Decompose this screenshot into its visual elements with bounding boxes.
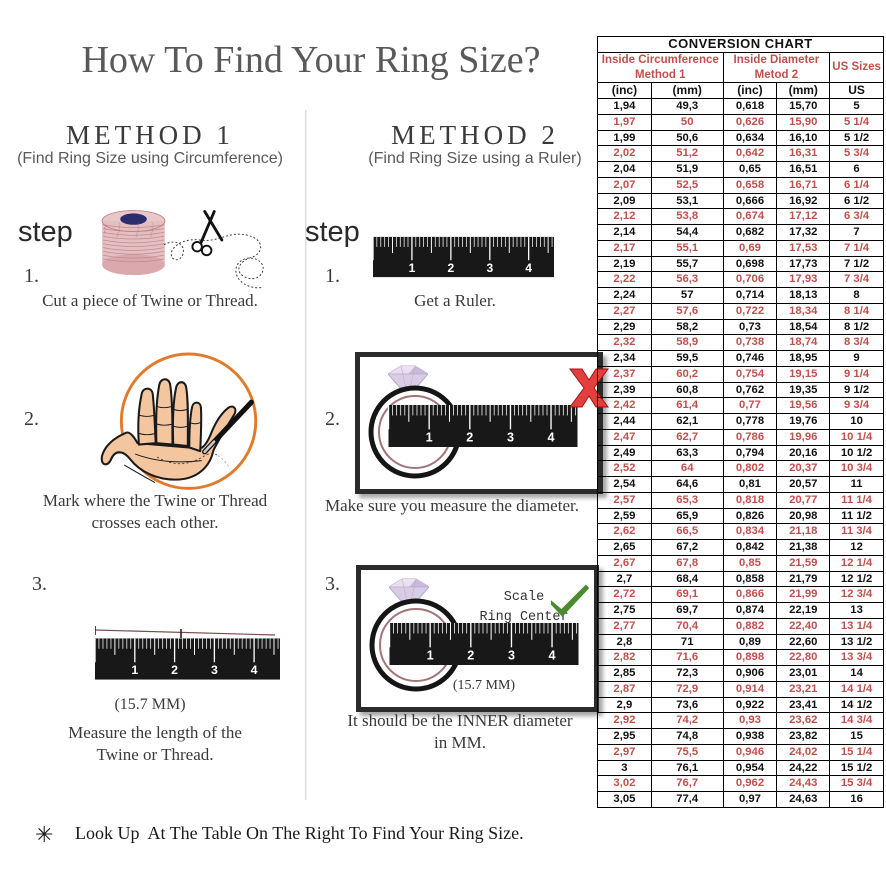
svg-text:1: 1 (427, 649, 434, 663)
svg-text:3: 3 (508, 649, 515, 663)
svg-text:1: 1 (131, 663, 138, 677)
svg-text:3: 3 (507, 431, 514, 445)
svg-text:2: 2 (448, 261, 455, 275)
svg-text:1: 1 (426, 431, 433, 445)
svg-text:2: 2 (466, 431, 473, 445)
svg-text:3: 3 (486, 261, 493, 275)
svg-text:2: 2 (171, 663, 178, 677)
svg-text:4: 4 (251, 663, 258, 677)
svg-text:2: 2 (467, 649, 474, 663)
svg-text:4: 4 (525, 261, 532, 275)
svg-text:4: 4 (549, 649, 556, 663)
svg-text:4: 4 (548, 431, 555, 445)
svg-text:3: 3 (211, 663, 218, 677)
svg-text:1: 1 (409, 261, 416, 275)
